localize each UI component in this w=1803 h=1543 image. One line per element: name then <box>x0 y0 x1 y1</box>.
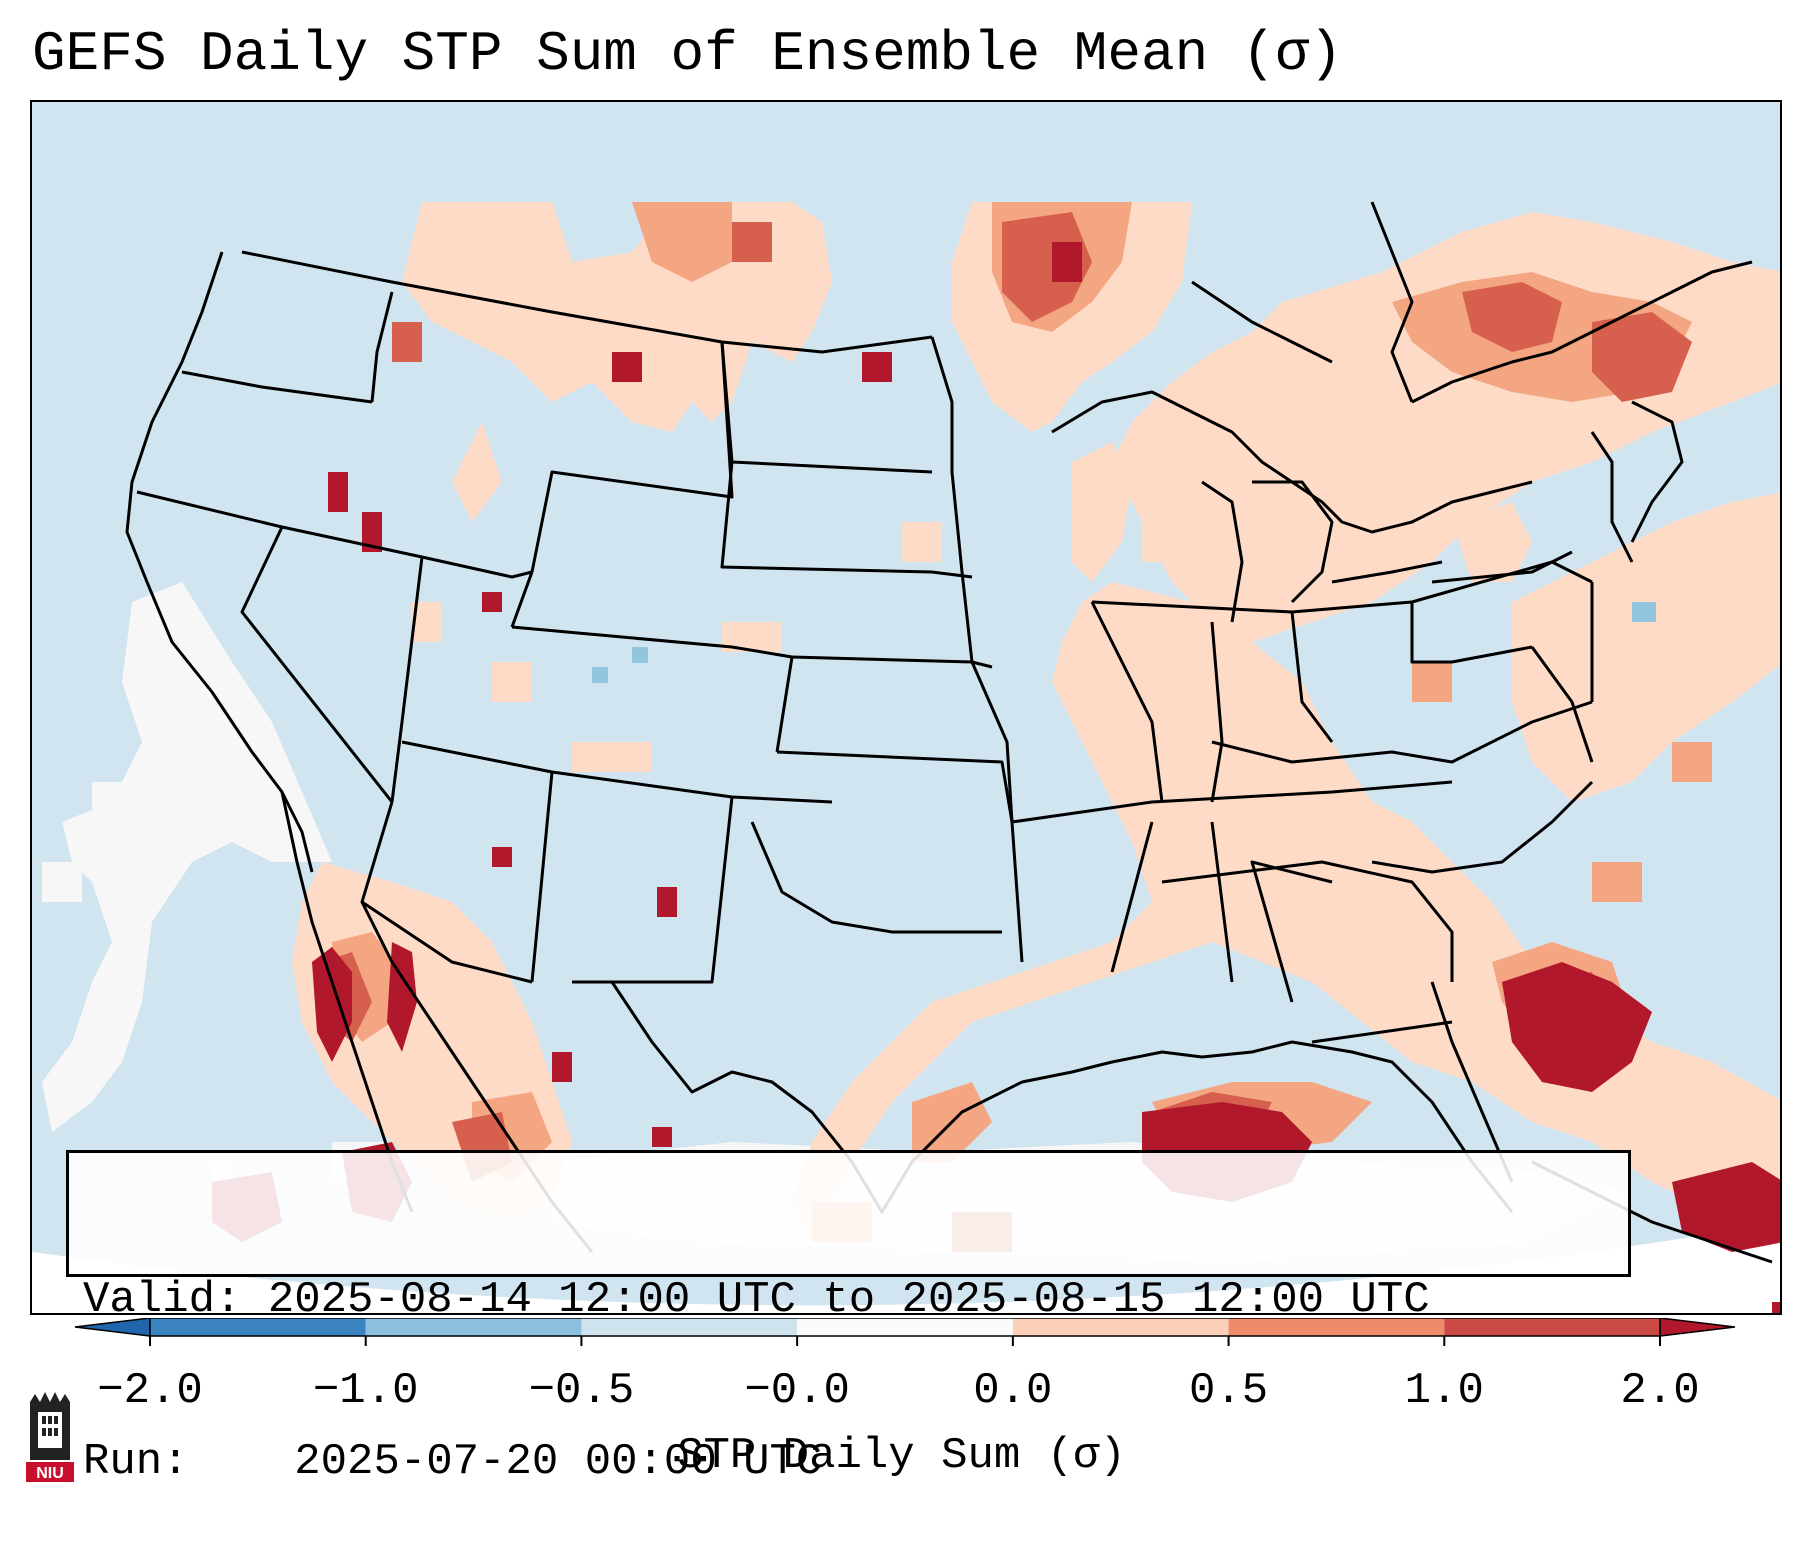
colorbar-segment <box>1012 1318 1229 1336</box>
run-label: Run: <box>83 1437 189 1487</box>
colorbar-segment <box>1228 1318 1445 1336</box>
colorbar-segment <box>797 1318 1013 1336</box>
colorbar-tick-label: −0.5 <box>528 1366 635 1416</box>
colorbar-tick-label: 0.0 <box>973 1366 1053 1416</box>
colorbar-tick-label: −1.0 <box>312 1366 419 1416</box>
valid-value: 2025-08-14 12:00 UTC to 2025-08-15 12:00… <box>267 1275 1430 1325</box>
info-box: Valid: 2025-08-14 12:00 UTC to 2025-08-1… <box>66 1150 1631 1487</box>
colorbar-border <box>149 1318 1661 1337</box>
valid-label: Valid: <box>83 1275 242 1325</box>
colorbar-segment <box>581 1318 798 1336</box>
colorbar-segment <box>1444 1318 1660 1336</box>
negative-cells <box>592 602 1656 683</box>
run-value: 2025-07-20 00:00 UTC <box>294 1437 823 1487</box>
colorbar-tick-label: 2.0 <box>1620 1366 1700 1416</box>
colorbar-tick-label: 1.0 <box>1404 1366 1484 1416</box>
colorbar-tick-label: −0.0 <box>744 1366 850 1416</box>
run-line: Run: 2025-07-20 00:00 UTC <box>83 1435 1628 1489</box>
chart-title: GEFS Daily STP Sum of Ensemble Mean (σ) <box>32 22 1343 86</box>
colorbar-segment <box>150 1318 366 1336</box>
projection-edge <box>32 1222 1780 1313</box>
colorbar <box>74 1318 1736 1346</box>
niu-logo-text: NIU <box>36 1465 64 1482</box>
colorbar-segment <box>365 1318 582 1336</box>
stp-map <box>32 102 1780 1313</box>
colorbar-label: STP Daily Sum (σ) <box>677 1431 1126 1481</box>
valid-line: Valid: 2025-08-14 12:00 UTC to 2025-08-1… <box>83 1273 1628 1327</box>
colorbar-tick-label: −2.0 <box>97 1366 203 1416</box>
colorbar-tick-label: 0.5 <box>1188 1366 1269 1416</box>
map-panel <box>30 100 1782 1315</box>
colorbar-extend-high <box>1659 1318 1736 1337</box>
niu-logo: NIU <box>26 1392 74 1482</box>
colorbar-extend-low <box>74 1318 151 1337</box>
